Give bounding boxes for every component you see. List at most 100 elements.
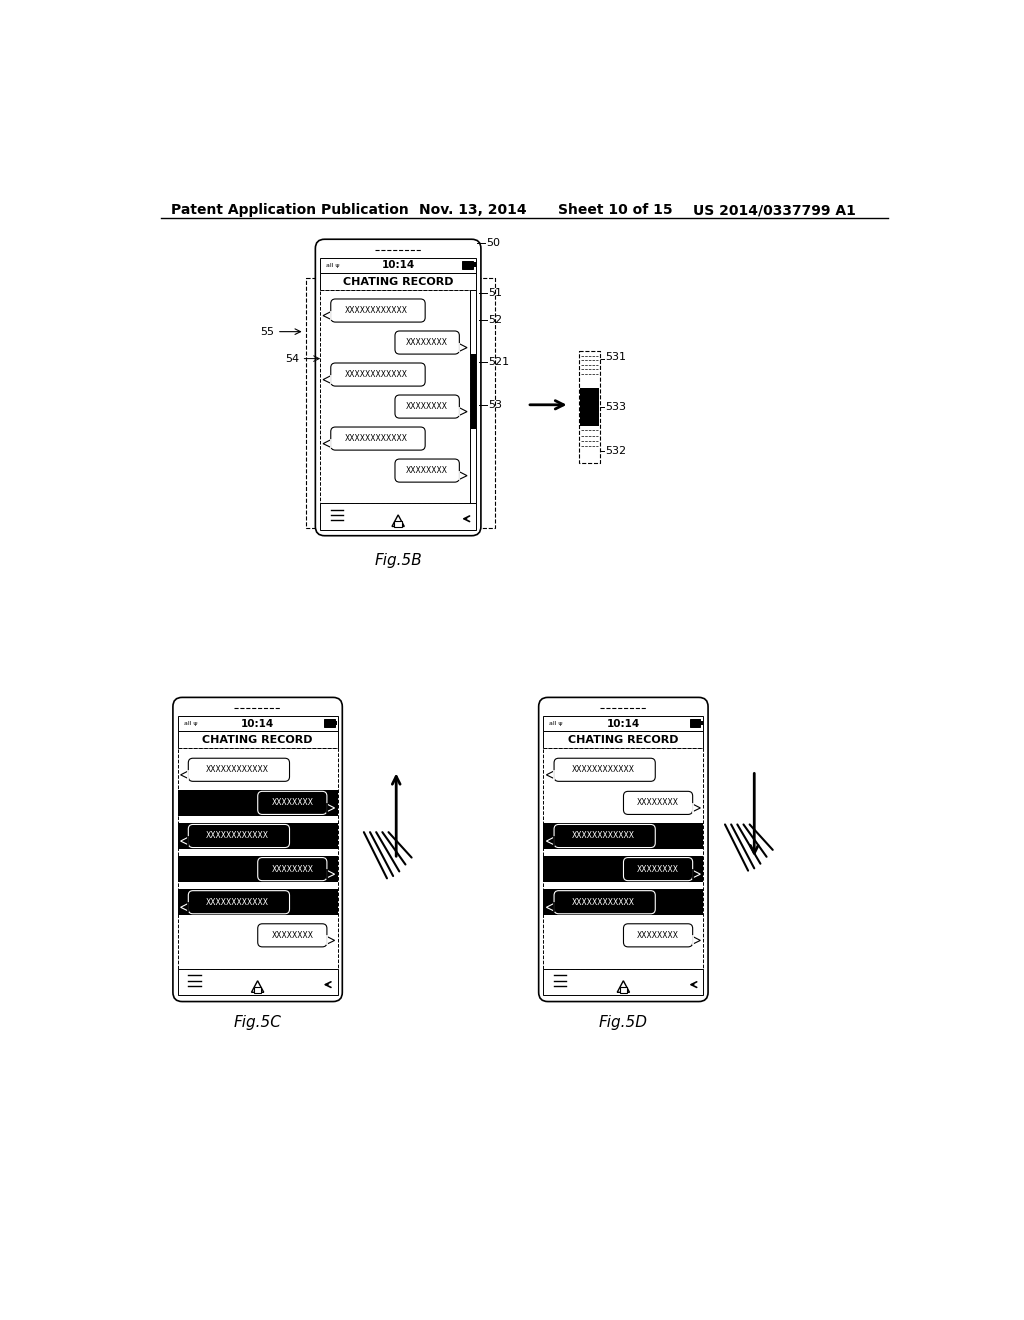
Bar xyxy=(319,503,476,529)
Polygon shape xyxy=(180,837,188,845)
Polygon shape xyxy=(327,870,335,878)
FancyBboxPatch shape xyxy=(395,459,460,482)
FancyBboxPatch shape xyxy=(331,363,425,387)
Text: XXXXXXXXXXXX: XXXXXXXXXXXX xyxy=(571,898,635,907)
Polygon shape xyxy=(327,804,335,812)
Polygon shape xyxy=(547,903,554,911)
Text: all ψ: all ψ xyxy=(183,721,198,726)
Bar xyxy=(319,290,470,503)
Text: Patent Application Publication: Patent Application Publication xyxy=(171,203,409,216)
Text: XXXXXXXXXXXX: XXXXXXXXXXXX xyxy=(345,434,408,444)
Bar xyxy=(579,351,600,462)
Polygon shape xyxy=(180,771,188,779)
Text: XXXXXXXX: XXXXXXXX xyxy=(271,799,313,808)
Bar xyxy=(177,969,338,995)
Text: Fig.5C: Fig.5C xyxy=(233,1015,282,1031)
Bar xyxy=(306,277,495,528)
FancyBboxPatch shape xyxy=(624,924,692,946)
Bar xyxy=(544,890,703,915)
Text: 533: 533 xyxy=(605,403,627,412)
FancyBboxPatch shape xyxy=(624,792,692,814)
Bar xyxy=(544,748,703,969)
Bar xyxy=(581,388,599,426)
Bar xyxy=(473,263,475,267)
Polygon shape xyxy=(323,376,331,383)
Bar xyxy=(324,719,335,726)
Text: XXXXXXXX: XXXXXXXX xyxy=(637,865,679,874)
Text: Fig.5D: Fig.5D xyxy=(599,1015,648,1031)
Bar xyxy=(700,721,702,725)
FancyBboxPatch shape xyxy=(331,300,425,322)
Polygon shape xyxy=(692,870,700,878)
Bar xyxy=(319,273,476,290)
FancyBboxPatch shape xyxy=(395,395,460,418)
Text: US 2014/0337799 A1: US 2014/0337799 A1 xyxy=(692,203,855,216)
Bar xyxy=(544,822,703,849)
Polygon shape xyxy=(323,440,331,447)
Bar xyxy=(177,731,338,748)
FancyBboxPatch shape xyxy=(554,758,655,781)
Bar xyxy=(544,731,703,748)
Text: XXXXXXXX: XXXXXXXX xyxy=(271,931,313,940)
Polygon shape xyxy=(617,981,630,993)
Text: CHATING RECORD: CHATING RECORD xyxy=(568,735,679,744)
FancyBboxPatch shape xyxy=(173,697,342,1002)
Bar xyxy=(463,261,473,268)
Text: 53: 53 xyxy=(488,400,503,409)
Polygon shape xyxy=(547,837,554,845)
Bar xyxy=(470,290,476,503)
Polygon shape xyxy=(547,771,554,779)
Text: XXXXXXXX: XXXXXXXX xyxy=(637,799,679,808)
Text: 54: 54 xyxy=(285,354,299,363)
Text: XXXXXXXXXXXX: XXXXXXXXXXXX xyxy=(345,370,408,379)
Bar xyxy=(177,890,338,915)
Polygon shape xyxy=(460,471,467,479)
Text: XXXXXXXXXXXX: XXXXXXXXXXXX xyxy=(345,306,408,315)
Text: XXXXXXXXXXXX: XXXXXXXXXXXX xyxy=(206,832,269,841)
Text: 531: 531 xyxy=(605,352,627,362)
Text: XXXXXXXXXXXX: XXXXXXXXXXXX xyxy=(571,832,635,841)
Polygon shape xyxy=(460,408,467,416)
Text: 52: 52 xyxy=(488,315,503,325)
Polygon shape xyxy=(692,804,700,812)
Text: 51: 51 xyxy=(488,288,503,298)
Text: CHATING RECORD: CHATING RECORD xyxy=(343,277,454,286)
Polygon shape xyxy=(252,981,264,993)
FancyBboxPatch shape xyxy=(188,758,290,781)
FancyBboxPatch shape xyxy=(331,428,425,450)
Bar xyxy=(177,822,338,849)
FancyBboxPatch shape xyxy=(539,697,708,1002)
Bar xyxy=(335,721,337,725)
Polygon shape xyxy=(327,936,335,944)
FancyBboxPatch shape xyxy=(554,891,655,913)
Text: 10:14: 10:14 xyxy=(241,718,274,729)
Polygon shape xyxy=(460,343,467,351)
Bar xyxy=(177,789,338,816)
Text: 50: 50 xyxy=(486,238,501,248)
FancyBboxPatch shape xyxy=(624,858,692,880)
Bar xyxy=(544,969,703,995)
FancyBboxPatch shape xyxy=(554,825,655,847)
Text: XXXXXXXXXXXX: XXXXXXXXXXXX xyxy=(206,898,269,907)
FancyBboxPatch shape xyxy=(258,924,327,946)
Text: XXXXXXXXXXXX: XXXXXXXXXXXX xyxy=(571,766,635,775)
Bar xyxy=(319,257,476,273)
Text: all ψ: all ψ xyxy=(326,263,340,268)
Bar xyxy=(177,715,338,731)
Text: Fig.5B: Fig.5B xyxy=(374,553,422,568)
Bar xyxy=(394,521,402,527)
Text: Nov. 13, 2014: Nov. 13, 2014 xyxy=(419,203,527,216)
Text: CHATING RECORD: CHATING RECORD xyxy=(203,735,313,744)
Bar xyxy=(689,719,700,726)
Polygon shape xyxy=(323,312,331,319)
Text: 55: 55 xyxy=(260,326,274,337)
Text: Sheet 10 of 15: Sheet 10 of 15 xyxy=(558,203,673,216)
Bar xyxy=(544,855,703,882)
Bar xyxy=(254,987,261,993)
Bar xyxy=(177,855,338,882)
Bar xyxy=(471,354,475,429)
Polygon shape xyxy=(392,515,404,527)
Text: 521: 521 xyxy=(488,358,510,367)
FancyBboxPatch shape xyxy=(188,825,290,847)
Polygon shape xyxy=(180,903,188,911)
